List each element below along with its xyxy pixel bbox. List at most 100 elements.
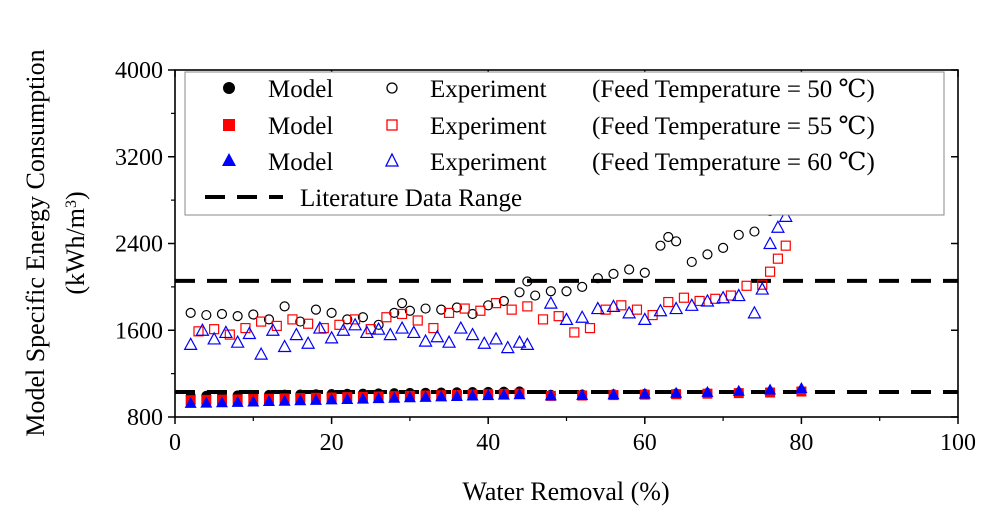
data-point (349, 314, 361, 325)
data-point (326, 307, 337, 318)
data-point (544, 389, 557, 401)
data-point (224, 329, 235, 340)
data-point (655, 240, 666, 251)
data-point (248, 309, 259, 320)
data-point (215, 396, 228, 408)
legend-exp-55-label: Experiment (430, 113, 547, 140)
legend-marker-model-50 (223, 82, 235, 94)
data-point (289, 327, 304, 341)
data-point (489, 331, 504, 345)
data-point (663, 231, 674, 243)
data-point (561, 286, 572, 297)
legend-exp-60-label: Experiment (430, 149, 547, 176)
data-point (606, 299, 621, 312)
data-point (396, 308, 408, 320)
data-point (310, 304, 322, 315)
data-point (569, 327, 580, 338)
legend: Model Experiment (Feed Temperature = 50 … (184, 71, 945, 216)
data-point (475, 305, 486, 316)
data-point (277, 339, 292, 353)
data-point (183, 337, 198, 350)
data-point (216, 308, 228, 320)
data-point (500, 340, 515, 354)
data-point (324, 330, 339, 344)
data-point (359, 325, 374, 339)
data-point (537, 314, 549, 325)
axis-ticks: 0 20 40 60 80 100 800 1600 2400 3200 4000 (115, 58, 976, 456)
data-point (497, 388, 510, 400)
data-point (453, 320, 468, 334)
data-point (372, 392, 385, 404)
data-point (631, 304, 643, 315)
data-point (702, 249, 713, 260)
legend-marker-exp-55 (386, 119, 398, 131)
data-point (357, 312, 369, 323)
data-point (312, 320, 327, 334)
data-point (262, 395, 275, 407)
data-point (749, 226, 760, 237)
data-point (301, 336, 316, 349)
x-tick-label: 60 (633, 430, 657, 456)
data-point (371, 321, 386, 335)
series-5 (183, 209, 793, 360)
data-point (663, 296, 674, 308)
data-point (577, 281, 588, 292)
data-point (279, 301, 290, 312)
legend-marker-model-55 (223, 119, 235, 131)
data-point (342, 314, 353, 325)
data-point (436, 304, 447, 315)
data-point (670, 386, 683, 398)
data-point (638, 387, 651, 399)
data-point (686, 256, 697, 268)
data-point (466, 389, 479, 401)
data-point (575, 309, 590, 323)
data-point (747, 305, 762, 319)
data-point (590, 301, 605, 315)
data-point (637, 312, 652, 326)
data-point (592, 273, 603, 284)
data-point (669, 301, 684, 315)
data-point (684, 298, 699, 311)
data-point (763, 236, 778, 250)
data-point (733, 229, 744, 240)
legend-marker-exp-60 (384, 152, 400, 167)
legend-feed-60: (Feed Temperature = 60 ℃) (592, 149, 875, 176)
data-point (207, 331, 222, 345)
x-tick-label: 100 (940, 430, 976, 456)
data-point (403, 391, 416, 403)
data-point (265, 322, 280, 336)
data-point (545, 286, 556, 297)
data-point (295, 316, 306, 327)
data-point (254, 346, 269, 360)
legend-model-50-label: Model (268, 76, 333, 103)
data-point (477, 336, 492, 349)
data-point (607, 388, 620, 400)
x-tick-label: 80 (789, 430, 813, 456)
data-point (553, 311, 564, 322)
data-point (201, 309, 212, 321)
data-point (294, 394, 307, 406)
data-point (459, 303, 470, 314)
data-point (465, 327, 480, 341)
data-point (185, 307, 196, 318)
data-point (624, 264, 635, 275)
data-points (183, 200, 808, 408)
data-point (559, 312, 574, 326)
data-point (435, 390, 448, 402)
data-point (764, 266, 776, 277)
data-point (772, 253, 784, 264)
data-point (256, 316, 267, 327)
data-point (716, 290, 731, 304)
y-axis-label-line2: (kWh/m3) (61, 191, 90, 294)
data-point (498, 295, 509, 307)
data-point (443, 307, 455, 318)
data-point (576, 388, 589, 400)
data-point (341, 392, 354, 404)
data-point (420, 303, 431, 314)
data-point (678, 292, 690, 303)
y-tick-label: 800 (127, 405, 163, 431)
data-point (418, 333, 433, 347)
data-point (764, 383, 777, 395)
data-point (467, 308, 478, 320)
data-point (232, 311, 243, 322)
